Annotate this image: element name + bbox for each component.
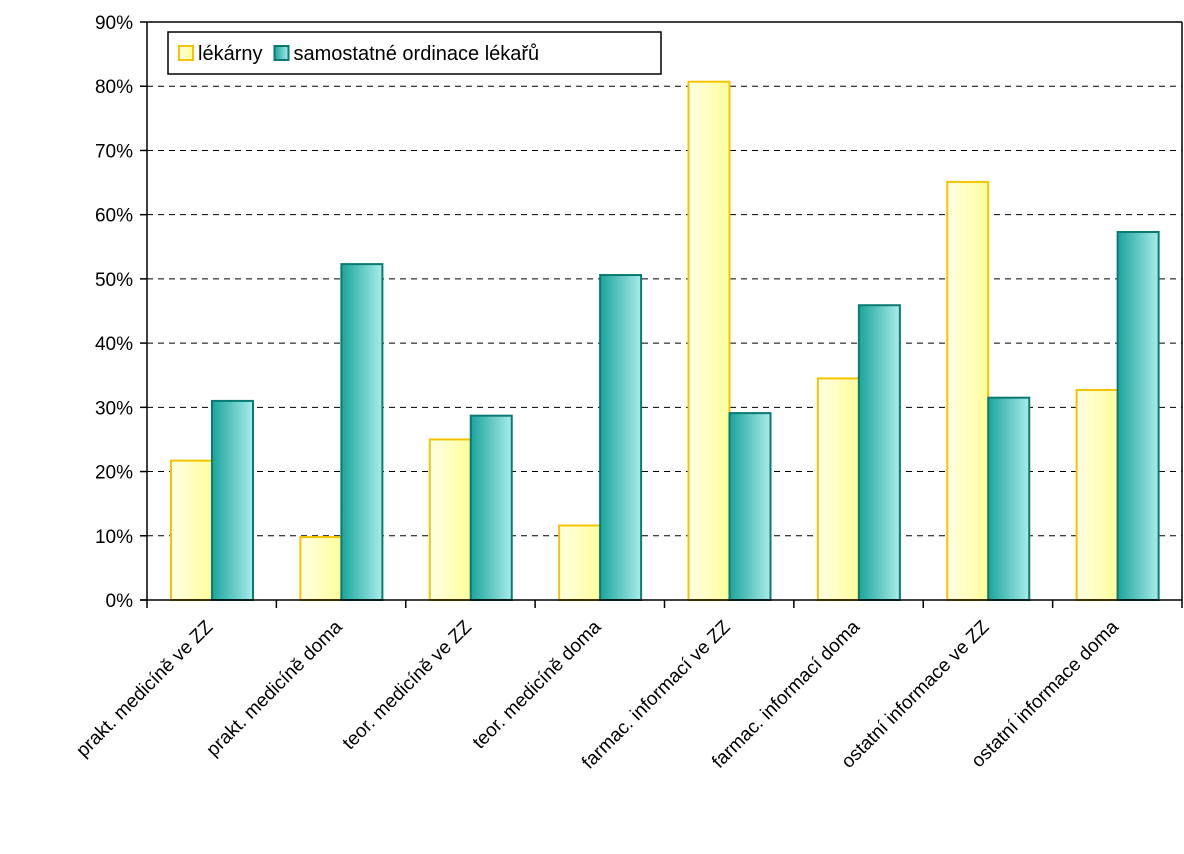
x-tick-label: farmac. informací doma (708, 616, 864, 772)
legend-box (167, 31, 662, 75)
y-tick-label: 20% (95, 463, 133, 484)
y-tick-label: 60% (95, 206, 133, 227)
bar-s1-c1 (340, 263, 384, 601)
bar-s0-c5 (816, 377, 860, 601)
y-tick-label: 40% (95, 334, 133, 355)
axes (140, 21, 1183, 608)
y-tick-label: 80% (95, 77, 133, 98)
y-tick-label: 50% (95, 270, 133, 291)
bar-s0-c0 (170, 459, 213, 602)
y-tick-label: 10% (95, 527, 133, 548)
bar-s1-c6 (987, 396, 1031, 602)
bar-s0-c1 (299, 536, 343, 601)
bar-s0-c4 (687, 80, 731, 601)
x-tick-label: prakt. medicíně doma (203, 616, 347, 760)
bar-s1-c4 (728, 412, 772, 602)
bar-s1-c7 (1116, 231, 1160, 602)
bar-s1-c2 (469, 414, 513, 601)
y-tick-label: 0% (106, 591, 134, 612)
bar-s0-c3 (558, 524, 602, 601)
bar-s0-c7 (1075, 388, 1119, 602)
bar-s1-c3 (599, 274, 643, 601)
legend-swatch-s1 (273, 45, 290, 61)
y-tick-label: 90% (95, 13, 133, 34)
bar-s0-c2 (428, 438, 472, 602)
legend-label-s1: samostatné ordinace lékařů (293, 43, 539, 65)
x-tick-label: prakt. medicíně ve ZZ (72, 616, 217, 761)
x-tick-label: farmac. informací ve ZZ (578, 616, 735, 773)
y-tick-label: 30% (95, 398, 133, 419)
x-tick-label: teor. medicíně doma (469, 616, 606, 753)
bar-s1-c5 (857, 304, 901, 601)
x-tick-label: ostatní informace ve ZZ (838, 616, 994, 772)
x-tick-label: teor. medicíně ve ZZ (339, 616, 477, 754)
bar-s0-c6 (946, 180, 990, 601)
y-tick-label: 70% (95, 141, 133, 162)
bars (170, 80, 1160, 602)
legend-swatch-s0 (178, 45, 194, 61)
bar-s1-c0 (211, 399, 254, 601)
legend-label-s0: lékárny (198, 43, 262, 65)
legend: lékárny samostatné ordinace lékařů (167, 31, 662, 75)
x-tick-label: ostatní informace doma (968, 616, 1124, 772)
